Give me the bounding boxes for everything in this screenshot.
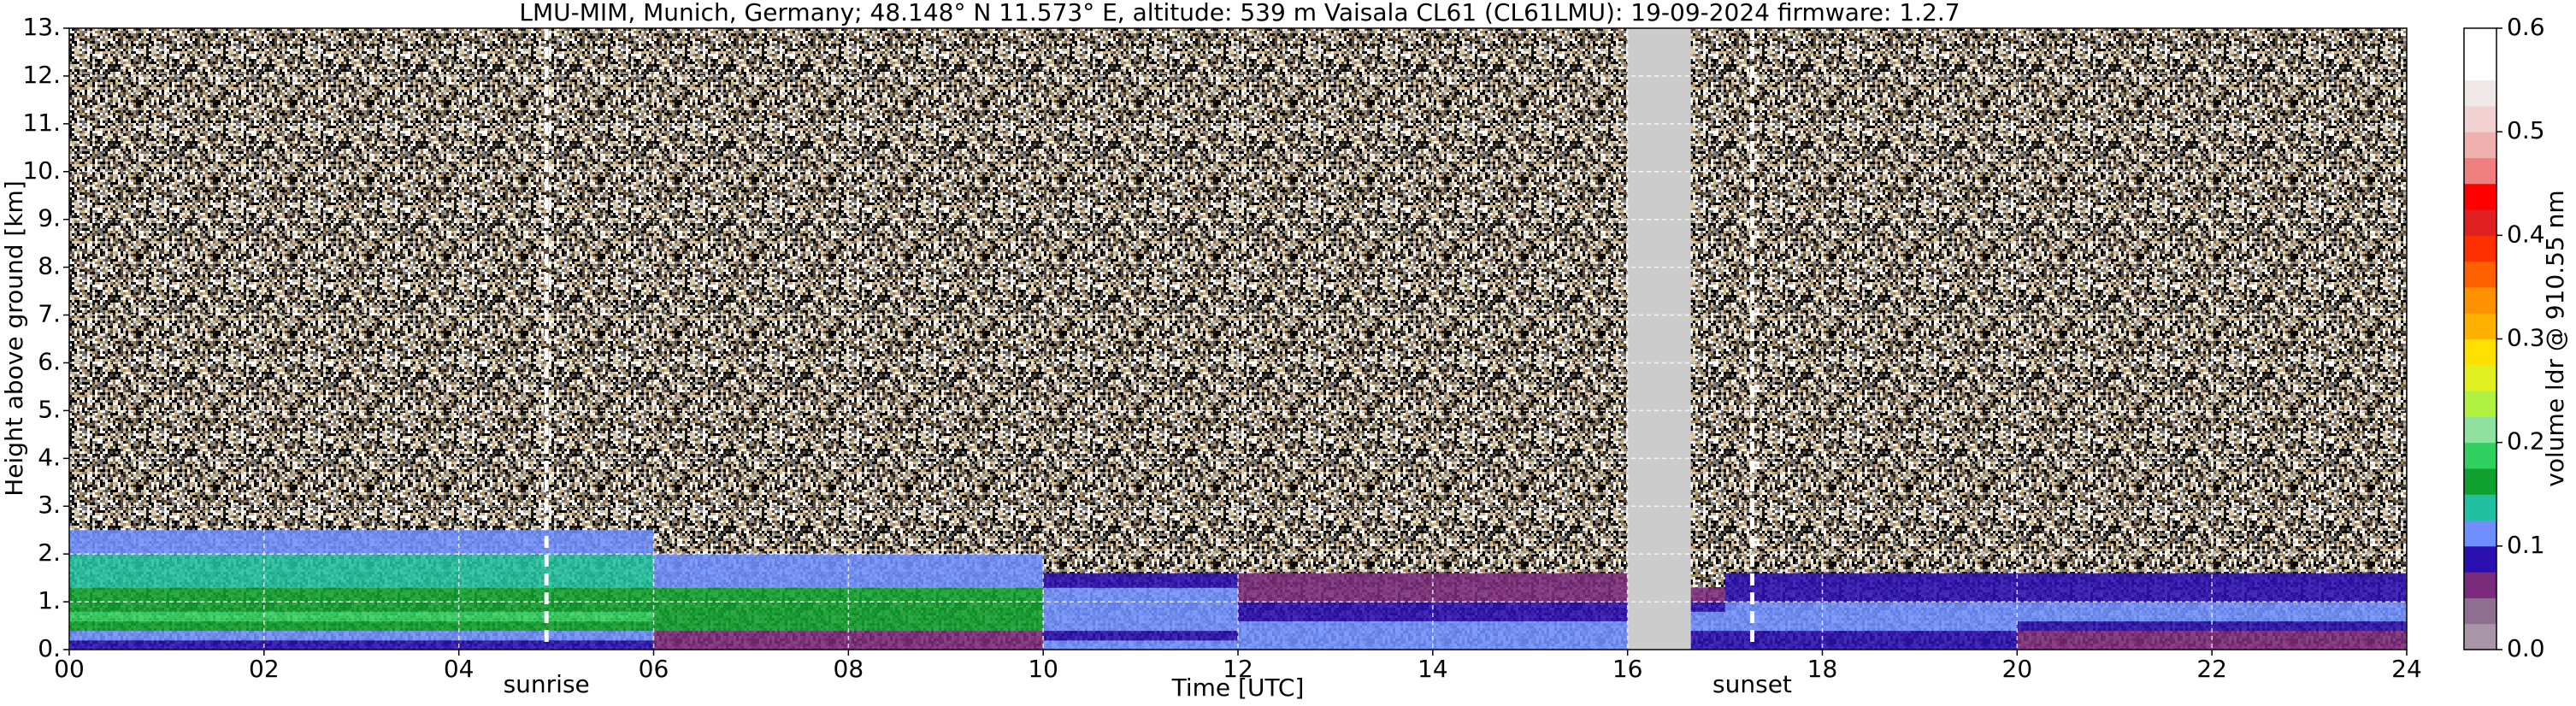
x-tick-label: 06 (639, 655, 669, 683)
x-tick-label: 08 (834, 655, 864, 683)
colorbar-swatch (2464, 28, 2496, 55)
colorbar-swatch (2464, 572, 2496, 598)
colorbar-swatch (2464, 468, 2496, 495)
colorbar-swatch (2464, 520, 2496, 547)
colorbar-swatch (2464, 442, 2496, 469)
y-tick-label: 1. (38, 586, 61, 615)
colorbar-swatch (2464, 54, 2496, 81)
colorbar-swatch (2464, 364, 2496, 391)
colorbar-swatch (2464, 209, 2496, 236)
colorbar-tick-label: 0.4 (2507, 220, 2545, 248)
x-tick-label: 24 (2391, 655, 2422, 683)
colorbar-swatch (2464, 313, 2496, 339)
colorbar-tick-label: 0.6 (2507, 13, 2545, 41)
x-tick-label: 14 (1418, 655, 1448, 683)
colorbar-tick-label: 0.2 (2507, 427, 2545, 456)
chart-title: LMU-MIM, Munich, Germany; 48.148° N 11.5… (519, 0, 1960, 26)
colorbar-tick-label: 0.3 (2507, 324, 2545, 352)
colorbar-swatch (2464, 338, 2496, 366)
colorbar-swatch (2464, 597, 2496, 625)
y-tick-label: 13. (22, 13, 61, 41)
colorbar-swatch (2464, 132, 2496, 158)
y-tick-label: 11. (22, 109, 61, 137)
y-tick-label: 0. (38, 634, 61, 662)
y-tick-label: 7. (38, 300, 61, 328)
colorbar-tick-label: 0.1 (2507, 531, 2545, 559)
y-tick-label: 2. (38, 538, 61, 567)
colorbar-swatch (2464, 391, 2496, 417)
colorbar-swatch (2464, 286, 2496, 314)
x-tick-label: 10 (1028, 655, 1058, 683)
x-tick-label: 16 (1612, 655, 1643, 683)
y-tick-label: 3. (38, 491, 61, 519)
x-tick-label: 18 (1807, 655, 1838, 683)
y-tick-label: 5. (38, 395, 61, 423)
x-tick-label: 22 (2196, 655, 2227, 683)
colorbar-tick-label: 0.0 (2507, 634, 2545, 662)
y-axis-label: Height above ground [km] (0, 180, 28, 497)
annotation-label: sunset (1712, 670, 1792, 698)
colorbar-tick-label: 0.5 (2507, 116, 2545, 144)
colorbar-label: volume ldr @ 910.55 nm (2541, 190, 2569, 486)
colorbar-swatch (2464, 494, 2496, 521)
y-tick-label: 8. (38, 252, 61, 280)
x-tick-label: 04 (444, 655, 475, 683)
colorbar-swatch (2464, 623, 2496, 650)
colorbar-swatch (2464, 183, 2496, 210)
x-tick-label: 00 (54, 655, 85, 683)
x-tick-label: 12 (1223, 655, 1253, 683)
colorbar-swatch (2464, 261, 2496, 288)
colorbar-swatch (2464, 235, 2496, 262)
y-tick-label: 6. (38, 347, 61, 375)
colorbar-swatch (2464, 79, 2496, 107)
x-axis-label: Time [UTC] (1171, 674, 1305, 702)
y-tick-label: 9. (38, 204, 61, 232)
plot-frame (68, 27, 2408, 650)
y-tick-label: 12. (22, 61, 61, 89)
y-tick-label: 10. (22, 156, 61, 185)
colorbar-swatch (2464, 416, 2496, 444)
data-gap (1627, 28, 1691, 650)
y-tick-label: 4. (38, 443, 61, 471)
x-tick-label: 02 (249, 655, 280, 683)
annotation-label: sunrise (504, 670, 590, 698)
colorbar-swatch (2464, 105, 2496, 132)
colorbar-swatch (2464, 545, 2496, 573)
colorbar-swatch (2464, 157, 2496, 185)
x-tick-label: 20 (2002, 655, 2033, 683)
